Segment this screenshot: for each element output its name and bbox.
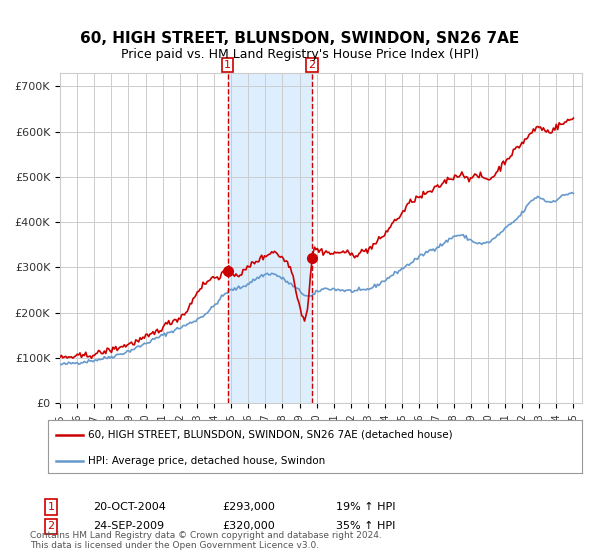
Text: 2: 2 <box>47 521 55 531</box>
Text: £293,000: £293,000 <box>222 502 275 512</box>
Text: 1: 1 <box>47 502 55 512</box>
Text: 60, HIGH STREET, BLUNSDON, SWINDON, SN26 7AE (detached house): 60, HIGH STREET, BLUNSDON, SWINDON, SN26… <box>88 430 452 440</box>
Text: 20-OCT-2004: 20-OCT-2004 <box>93 502 166 512</box>
Text: Price paid vs. HM Land Registry's House Price Index (HPI): Price paid vs. HM Land Registry's House … <box>121 48 479 60</box>
Text: HPI: Average price, detached house, Swindon: HPI: Average price, detached house, Swin… <box>88 456 325 466</box>
Text: 24-SEP-2009: 24-SEP-2009 <box>93 521 164 531</box>
Text: 35% ↑ HPI: 35% ↑ HPI <box>336 521 395 531</box>
Text: Contains HM Land Registry data © Crown copyright and database right 2024.
This d: Contains HM Land Registry data © Crown c… <box>30 530 382 550</box>
Text: £320,000: £320,000 <box>222 521 275 531</box>
Bar <box>228 73 312 403</box>
Text: 19% ↑ HPI: 19% ↑ HPI <box>336 502 395 512</box>
Text: 2: 2 <box>308 60 316 70</box>
Text: 1: 1 <box>224 60 231 70</box>
Text: 60, HIGH STREET, BLUNSDON, SWINDON, SN26 7AE: 60, HIGH STREET, BLUNSDON, SWINDON, SN26… <box>80 31 520 46</box>
